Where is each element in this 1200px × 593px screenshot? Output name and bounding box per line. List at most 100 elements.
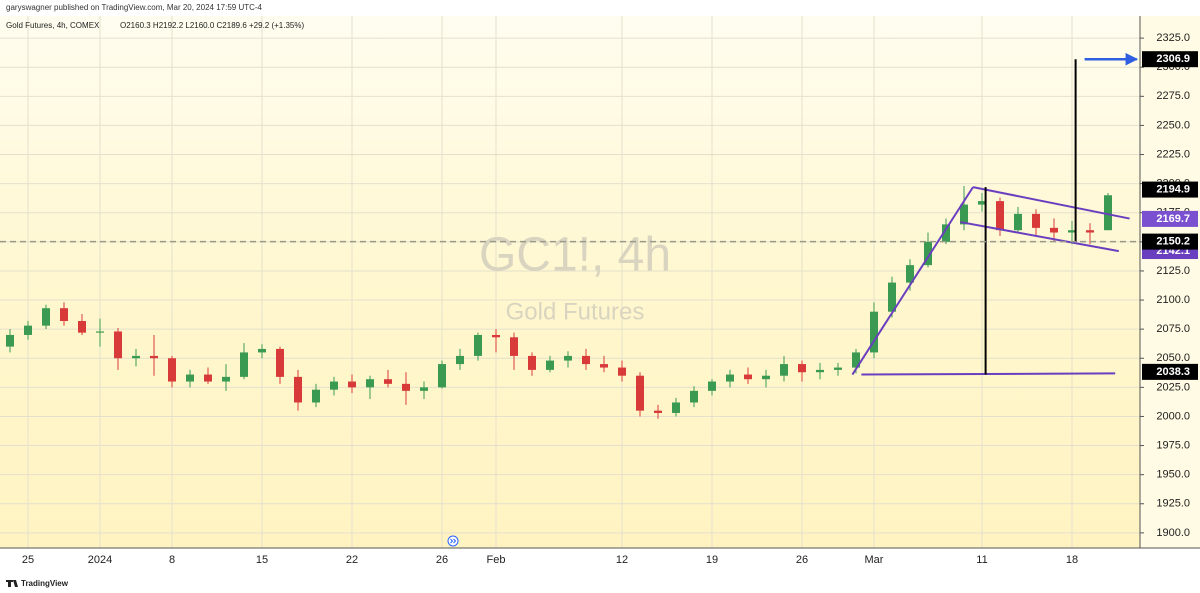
x-tick-label: 19 [706,554,718,566]
candle-body [1014,213,1022,231]
candle-body [222,376,230,382]
x-tick-label: 15 [256,554,268,566]
candle-body [258,348,266,353]
candle-body [690,390,698,403]
brand-logo [6,580,18,587]
candle-body [276,348,284,377]
candle-body [348,381,356,388]
y-tick-label: 1925.0 [1156,498,1190,510]
candle-body [312,389,320,403]
candle-body [726,374,734,382]
price-axis-background [1140,16,1200,548]
x-tick-label: 12 [616,554,628,566]
candle-body [996,201,1004,231]
x-tick-label: 26 [436,554,448,566]
candle-body [564,355,572,361]
price-label: 2306.9 [1156,53,1190,65]
x-tick-label: 11 [976,554,987,566]
candle-body [402,383,410,391]
candle-body [762,375,770,380]
candle-body [294,376,302,403]
y-tick-label: 1900.0 [1156,527,1190,539]
candle-body [150,355,158,359]
published-line: garyswagner published on TradingView.com… [6,3,263,12]
y-tick-label: 2225.0 [1156,148,1190,160]
candle-body [852,352,860,368]
candle-body [906,265,914,283]
y-tick-label: 2250.0 [1156,119,1190,131]
candle-body [870,311,878,353]
candle-body [42,308,50,326]
trend-line [861,372,1116,376]
candle-body [888,282,896,312]
brand: TradingView [21,579,69,588]
x-tick-label: Mar [865,554,884,566]
candle-body [1068,230,1076,233]
candle-body [456,355,464,365]
x-tick-label: 22 [346,554,358,566]
price-label-box [1142,363,1198,380]
candle-body [474,334,482,356]
candle-body [834,367,842,370]
trend-line [851,186,974,376]
x-tick-label: Feb [487,554,506,566]
candle-body [582,355,590,365]
candle-body [528,355,536,370]
ohlc-header: O2160.3 H2192.2 L2160.0 C2189.6 +29.2 (+… [120,21,304,30]
candle-body [978,201,986,205]
candle-body [168,358,176,382]
y-tick-label: 2025.0 [1156,381,1190,393]
watermark-sub: Gold Futures [506,298,645,325]
candle-body [204,374,212,382]
candle-body [798,364,806,373]
y-tick-label: 2050.0 [1156,352,1190,364]
plot-background [0,16,1140,548]
x-tick-label: 2024 [88,554,112,566]
events-icon-glyph [450,538,457,544]
y-tick-label: 2075.0 [1156,323,1190,335]
candle-body [510,337,518,356]
x-tick-label: 8 [169,554,175,566]
candle-body [24,325,32,335]
candle-body [420,387,428,391]
x-tick-label: 25 [22,554,34,566]
candle-body [960,204,968,225]
y-tick-label: 1950.0 [1156,469,1190,481]
candle-body [546,360,554,370]
price-label-box [1142,181,1198,198]
y-tick-label: 2125.0 [1156,265,1190,277]
candle-body [636,375,644,411]
candle-body [654,410,662,413]
y-tick-label: 2275.0 [1156,90,1190,102]
candle-body [492,334,500,338]
candle-body [186,374,194,382]
y-tick-label: 2000.0 [1156,410,1190,422]
candle-body [780,364,788,376]
price-label-box [1142,210,1198,227]
candle-body [618,367,626,376]
candle-body [1050,227,1058,233]
candle-body [744,374,752,380]
price-label: 2038.3 [1156,366,1190,378]
candle-body [366,379,374,388]
x-tick-label: 26 [796,554,808,566]
y-tick-label: 2100.0 [1156,294,1190,306]
candle-body [330,381,338,390]
y-tick-label: 2325.0 [1156,32,1190,44]
x-tick-label: 18 [1066,554,1078,566]
candle-body [708,381,716,391]
candle-body [816,369,824,373]
candle-body [384,379,392,384]
candle-body [132,355,140,359]
candle-body [942,224,950,242]
trend-line [960,221,1119,253]
candle-body [240,352,248,377]
candle-body [672,402,680,413]
trend-line [972,186,1130,220]
symbol-header: Gold Futures, 4h, COMEX [6,21,100,30]
price-label-box [1142,233,1198,250]
watermark: GC1!, 4h [479,229,671,282]
price-label-box [1142,51,1198,68]
candle-body [96,331,104,333]
